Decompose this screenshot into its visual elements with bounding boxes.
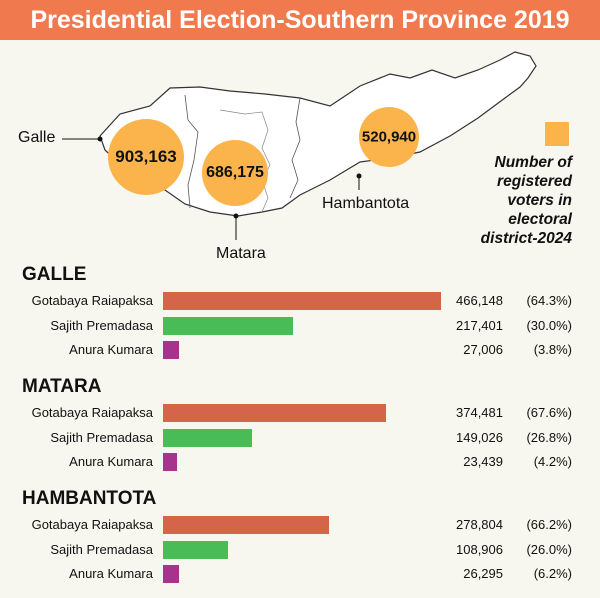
vote-percent: (3.8%) (533, 342, 572, 357)
bubble-label-hambantota: 520,940 (361, 128, 417, 146)
legend-line-4: electoral (508, 211, 572, 228)
vote-count: 23,439 (463, 454, 503, 469)
section-title-matara: MATARA (22, 376, 102, 397)
bubble-label-matara: 686,175 (206, 164, 264, 181)
vote-percent: (4.2%) (533, 454, 572, 469)
vote-count: 466,148 (456, 293, 503, 308)
bar-galle-0 (163, 292, 441, 310)
candidate-name: Gotabaya Raiapaksa (31, 293, 153, 308)
section-title-hambantota: HAMBANTOTA (22, 488, 157, 509)
candidate-name: Sajith Premadasa (50, 318, 153, 333)
vote-count: 374,481 (456, 405, 503, 420)
section-title-galle: GALLE (22, 264, 87, 285)
vote-percent: (67.6%) (526, 405, 572, 420)
candidate-name: Anura Kumara (69, 454, 153, 469)
vote-percent: (66.2%) (526, 517, 572, 532)
legend-line-1: Number of (494, 154, 573, 171)
vote-count: 108,906 (456, 542, 503, 557)
vote-count: 278,804 (456, 517, 503, 532)
map-svg (62, 51, 537, 240)
candidate-name: Gotabaya Raiapaksa (31, 517, 153, 532)
legend-line-2: registered (497, 173, 572, 190)
vote-percent: (64.3%) (526, 293, 572, 308)
vote-count: 149,026 (456, 430, 503, 445)
bar-matara-0 (163, 404, 386, 422)
matara-inner-boundary (219, 109, 271, 213)
title-banner (0, 0, 600, 40)
vote-percent: (30.0%) (526, 318, 572, 333)
bubble-galle (108, 119, 184, 195)
candidate-name: Anura Kumara (69, 566, 153, 581)
legend-line-3: voters in (507, 192, 572, 209)
legend-line-5: district-2024 (480, 230, 572, 247)
bubble-matara (202, 140, 268, 206)
vote-percent: (26.0%) (526, 542, 572, 557)
bar-matara-2 (163, 453, 177, 471)
label-matara: Matara (216, 245, 266, 262)
matara-hambantota-boundary (289, 97, 301, 199)
vote-count: 27,006 (463, 342, 503, 357)
bubble-label-galle: 903,163 (115, 147, 177, 166)
legend-text: Number of registered voters in electoral… (432, 153, 572, 248)
candidate-name: Gotabaya Raiapaksa (31, 405, 153, 420)
label-hambantota: Hambantota (322, 195, 410, 212)
bar-hambantota-2 (163, 565, 179, 583)
province-map: Galle Matara Hambantota 903,163 686,175 … (0, 40, 600, 265)
candidate-name: Sajith Premadasa (50, 430, 153, 445)
bar-hambantota-1 (163, 541, 228, 559)
bar-matara-1 (163, 429, 252, 447)
candidate-name: Sajith Premadasa (50, 542, 153, 557)
candidate-name: Anura Kumara (69, 342, 153, 357)
bar-hambantota-0 (163, 516, 329, 534)
galle-matara-boundary (184, 94, 199, 209)
bar-galle-2 (163, 341, 179, 359)
label-galle: Galle (18, 129, 56, 146)
vote-count: 217,401 (456, 318, 503, 333)
vote-count: 26,295 (463, 566, 503, 581)
vote-percent: (26.8%) (526, 430, 572, 445)
vote-percent: (6.2%) (533, 566, 572, 581)
bubble-hambantota (359, 107, 419, 167)
page-title: Presidential Election-Southern Province … (30, 6, 570, 34)
bar-galle-1 (163, 317, 293, 335)
legend-swatch (545, 122, 569, 146)
